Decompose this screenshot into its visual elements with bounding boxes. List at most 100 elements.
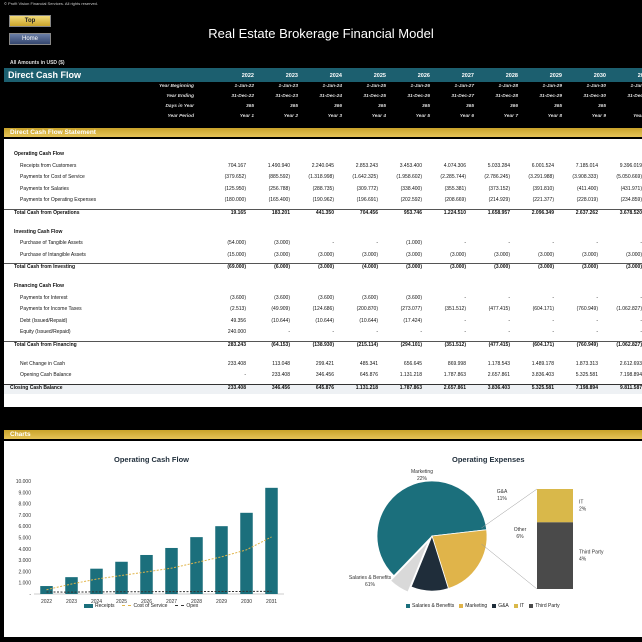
row-label: Purchase of Tangible Assets [20,240,83,246]
opex-chart-title: Operating Expenses [452,455,525,464]
year-header-2023: 2023 [285,73,298,79]
row-value: 2.657.861 [443,384,466,391]
row-value: (3.000) [626,251,642,258]
row-value: 2.853.243 [355,162,378,169]
legend-item: G&A [492,603,509,609]
row-label: Payments for Income Taxes [20,306,82,312]
row-value: 183.201 [271,209,290,216]
row-value: 233.408 [227,360,246,367]
table-row: Receipts from Customers 704.167 1.490.940 2… [4,163,642,172]
units-label: All Amounts in USD ($) [10,60,65,66]
row-value: (125.950) [224,185,246,192]
header-cell: 366 [509,104,518,109]
row-value: (64.153) [271,341,290,348]
statement-title-bar: Direct Cash Flow Statement [4,128,642,137]
header-row: Year Period Year 1 Year 2 Year 3 Year 4 Year … [4,114,642,123]
row-value: (3.000) [274,251,290,258]
header-cell: 1-Jan-24 [322,84,342,89]
header-cell: Year 4 [371,114,386,119]
legend-label: Marketing [465,603,488,609]
pie-slice-g-a [410,534,449,592]
header-cell: 31-Dec-29 [539,94,562,99]
header-cell: Year 5 [415,114,430,119]
row-value: (54.000) [227,240,246,246]
y-tick-label: 2.000 [18,569,31,575]
header-cell: 1-Jan-25 [366,84,386,89]
row-value: (3.600) [274,294,290,301]
row-value: (10.644) [359,317,378,324]
row-value: (2.285.744) [440,174,466,180]
row-value: 3.453.400 [399,162,422,169]
legend-label: Salaries & Benefits [412,603,455,609]
row-value: (256.788) [268,185,290,192]
table-row: Opening Cash Balance - 233.408 346.456 645.8… [4,372,642,381]
row-value: - [376,240,378,246]
header-cell: Year 9 [591,114,606,119]
row-value: - [508,240,510,246]
home-button[interactable]: Home [9,33,51,45]
header-cell: 365 [465,104,474,109]
pie-label: Other [514,527,527,533]
bar-2028 [190,537,203,594]
row-value: 1.787.863 [443,372,466,378]
total-row: Total Cash from Investing (69.000) (6.000)… [4,263,642,273]
line-series-1 [46,536,272,591]
row-value: 19.165 [230,209,246,216]
legend-label: G&A [498,603,509,609]
row-value: 49.356 [230,317,246,324]
row-label: Purchase of Intangible Assets [20,251,86,258]
row-value: (604.171) [532,341,554,348]
legend-receipts: Receipts [84,603,114,609]
table-row: Purchase of Tangible Assets (54.000) (3.00… [4,240,642,249]
row-value: 1.658.957 [487,209,510,216]
row-value: 346.456 [315,372,334,378]
row-value: 299.421 [315,360,334,367]
row-value: (351.512) [444,341,466,348]
row-value: 645.876 [315,384,334,391]
row-value: 283.243 [227,341,246,348]
header-cell: 1-Jan-30 [586,84,606,89]
year-header-2026: 2026 [417,73,430,79]
row-value: - [508,294,510,301]
header-cell: 31-Dec-30 [583,94,606,99]
y-tick-label: 10.000 [16,479,32,485]
row-value: (1.000) [406,240,422,246]
y-tick-label: 4.000 [18,547,31,553]
bar-2026 [140,554,153,594]
row-value: (3.000) [406,264,422,270]
row-label: Payments for Cost of Service [20,174,85,180]
row-value: 704.167 [227,162,246,169]
row-value: 2.637.262 [575,209,598,216]
header-cell: Year 1 [239,114,254,119]
y-tick-label: 8.000 [18,502,31,508]
y-tick-label: 5.000 [18,536,31,542]
legend-cos-label: Cost of Service [133,603,168,609]
row-value: 645.876 [359,372,378,378]
row-value: (760.949) [576,341,598,348]
total-row: Closing Cash Balance 233.408 346.456 645.87… [4,383,642,394]
row-value: 485.341 [359,360,378,367]
header-cell: 1-Jan-22 [234,84,254,89]
row-value: - [508,317,510,324]
top-button[interactable]: Top [9,15,51,27]
row-value: 704.456 [359,209,378,216]
legend-cost-of-service: Cost of Service [122,603,167,609]
row-value: (3.000) [450,251,466,258]
row-value: 1.131.218 [355,384,378,391]
pie-label: Salaries & Benefits [349,575,392,581]
year-header-2024: 2024 [329,73,342,79]
legend-swatch [513,603,518,608]
row-value: - [332,240,334,246]
row-label: Receipts from Customers [20,162,77,169]
row-value: (5.050.669) [616,174,642,180]
row-value: 7.185.014 [575,162,598,169]
row-label: Payments for Salaries [20,185,69,192]
header-cell: 365 [597,104,606,109]
row-value: (49.909) [271,306,290,312]
row-value: (3.600) [406,294,422,301]
header-row: Year Beginning 1-Jan-22 1-Jan-23 1-Jan-24 1-… [4,84,642,93]
row-value: (3.291.988) [528,174,554,180]
row-label: Debt (Issued/Repaid) [20,317,68,324]
row-value: 1.489.178 [531,360,554,367]
pie-slice-salaries-benefits [376,480,488,577]
